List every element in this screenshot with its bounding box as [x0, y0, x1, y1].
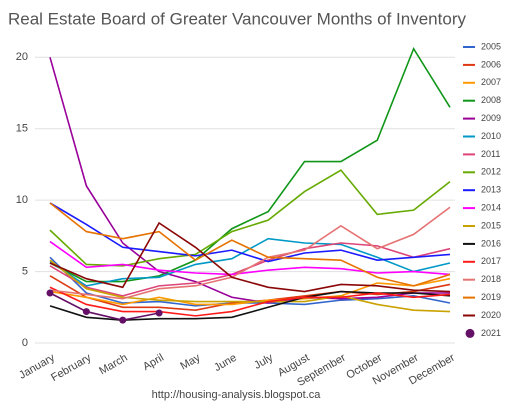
series-line [49, 240, 451, 276]
legend-label: 2008 [481, 95, 501, 105]
series-line [49, 259, 451, 313]
legend-label: 2010 [481, 131, 501, 141]
series-line [49, 221, 451, 293]
series-line [49, 169, 451, 267]
series-line [49, 46, 451, 283]
series-line [49, 57, 450, 304]
legend-label: 2018 [481, 274, 501, 284]
point [82, 308, 90, 316]
legend-label: 2015 [481, 220, 501, 230]
series-line [49, 206, 451, 300]
point [46, 289, 54, 297]
legend-label: 2017 [481, 256, 501, 266]
legend-label: 2019 [481, 292, 501, 302]
legend-label: 2007 [481, 77, 501, 87]
legend-marker [465, 328, 475, 338]
series-line [49, 237, 451, 287]
point [155, 309, 163, 317]
series-line [49, 286, 451, 317]
source: http://housing-analysis.blogspot.ca [152, 389, 322, 401]
legend-label: 2005 [481, 41, 501, 51]
legend-label: 2020 [481, 310, 501, 320]
series-line [49, 202, 451, 287]
legend-label: 2016 [481, 238, 501, 248]
series-line [49, 292, 160, 321]
legend-label: 2021 [481, 328, 501, 338]
y-tick-label: 15 [16, 123, 28, 135]
series-line [49, 202, 451, 263]
x-tick-label: April [141, 352, 166, 373]
chart-title: Real Estate Board of Greater Vancouver M… [8, 9, 466, 28]
point [119, 316, 127, 324]
x-tick-label: May [178, 351, 202, 372]
x-tick-label: July [252, 351, 275, 371]
legend-label: 2014 [481, 202, 501, 212]
y-tick-label: 20 [16, 51, 28, 63]
y-tick-label: 0 [22, 337, 28, 349]
legend-label: 2006 [481, 59, 501, 69]
legend-label: 2009 [481, 113, 501, 123]
x-tick-label: March [97, 352, 129, 378]
y-tick-label: 5 [22, 265, 28, 277]
legend-label: 2011 [481, 149, 500, 159]
legend-label: 2013 [481, 185, 501, 195]
x-tick-label: February [49, 351, 94, 384]
x-tick-label: June [212, 352, 239, 374]
y-tick-label: 10 [16, 194, 28, 206]
legend-label: 2012 [481, 167, 501, 177]
